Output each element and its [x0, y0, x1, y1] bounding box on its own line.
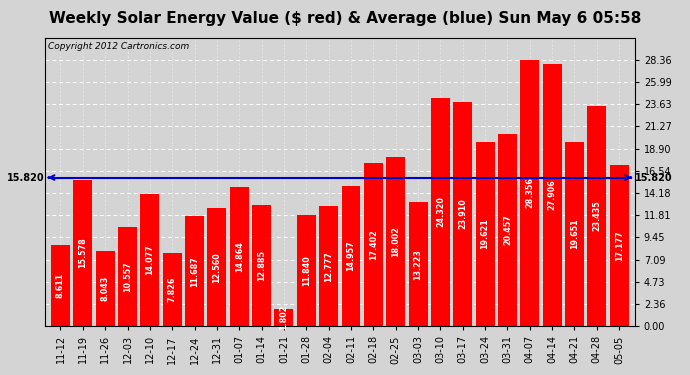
Bar — [386, 157, 405, 326]
Bar — [230, 186, 249, 326]
Text: 12.560: 12.560 — [213, 252, 221, 283]
Text: Copyright 2012 Cartronics.com: Copyright 2012 Cartronics.com — [48, 42, 189, 51]
Text: 14.864: 14.864 — [235, 241, 244, 272]
Text: 14.957: 14.957 — [346, 241, 355, 271]
Text: 12.885: 12.885 — [257, 250, 266, 281]
Text: 18.002: 18.002 — [391, 226, 400, 257]
Text: 23.910: 23.910 — [458, 198, 467, 229]
Text: 11.687: 11.687 — [190, 256, 199, 287]
Bar — [565, 141, 584, 326]
Text: 19.651: 19.651 — [570, 219, 579, 249]
Text: 12.777: 12.777 — [324, 251, 333, 282]
Text: 14.077: 14.077 — [146, 245, 155, 275]
Bar — [275, 309, 293, 326]
Text: 28.356: 28.356 — [525, 177, 534, 209]
Bar — [431, 98, 450, 326]
Bar — [610, 165, 629, 326]
Bar — [342, 186, 360, 326]
Text: 15.820: 15.820 — [635, 172, 673, 183]
Bar — [96, 251, 115, 326]
Bar — [51, 245, 70, 326]
Text: 15.578: 15.578 — [79, 238, 88, 268]
Text: 20.457: 20.457 — [503, 215, 512, 246]
Bar — [208, 208, 226, 326]
Bar — [118, 227, 137, 326]
Bar — [163, 253, 181, 326]
Text: 27.906: 27.906 — [548, 180, 557, 210]
Text: 24.320: 24.320 — [436, 196, 445, 227]
Text: 13.223: 13.223 — [413, 249, 422, 279]
Text: Weekly Solar Energy Value ($ red) & Average (blue) Sun May 6 05:58: Weekly Solar Energy Value ($ red) & Aver… — [49, 11, 641, 26]
Text: 17.177: 17.177 — [615, 230, 624, 261]
Bar — [364, 163, 383, 326]
Text: 15.820: 15.820 — [7, 172, 44, 183]
Text: 23.435: 23.435 — [592, 201, 601, 231]
Text: 17.402: 17.402 — [369, 229, 378, 260]
Bar — [140, 194, 159, 326]
Text: 1.802: 1.802 — [279, 305, 288, 330]
Text: 7.826: 7.826 — [168, 277, 177, 302]
Text: 11.840: 11.840 — [302, 255, 310, 286]
Bar — [453, 102, 472, 326]
Text: 8.043: 8.043 — [101, 276, 110, 301]
Bar — [408, 202, 428, 326]
Bar — [319, 206, 338, 326]
Bar — [73, 180, 92, 326]
Bar — [297, 215, 316, 326]
Bar — [498, 134, 517, 326]
Text: 19.621: 19.621 — [480, 219, 490, 249]
Bar — [252, 205, 271, 326]
Bar — [475, 142, 495, 326]
Text: 10.557: 10.557 — [123, 261, 132, 292]
Text: 8.611: 8.611 — [56, 273, 65, 298]
Bar — [587, 106, 607, 326]
Bar — [542, 64, 562, 326]
Bar — [520, 60, 540, 326]
Bar — [185, 216, 204, 326]
